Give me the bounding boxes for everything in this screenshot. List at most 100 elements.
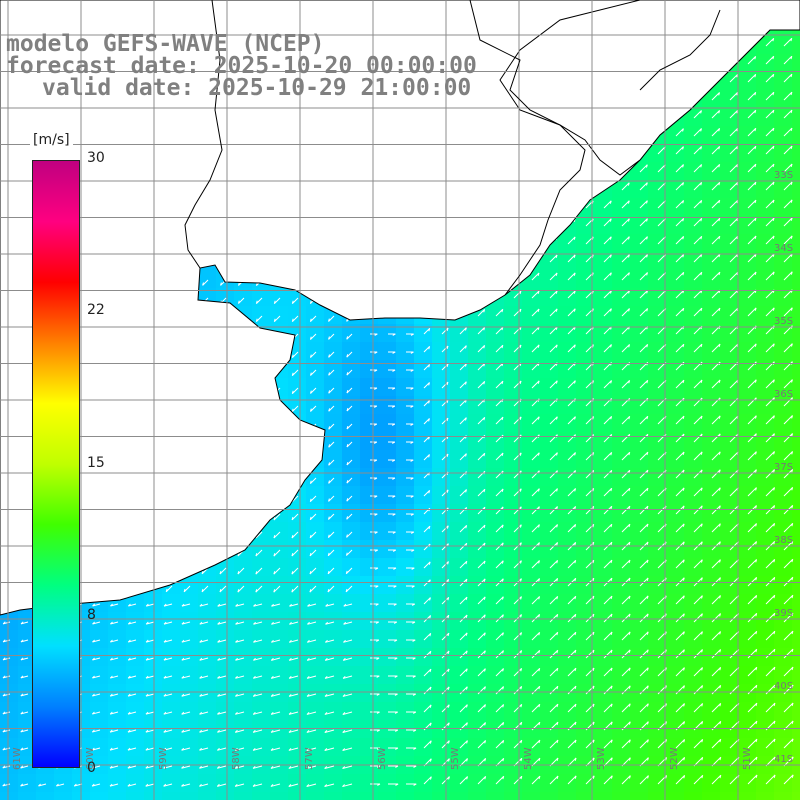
field-cell: [18, 612, 36, 630]
wind-arrow: [783, 163, 793, 173]
field-cell: [774, 180, 792, 198]
wind-arrow-head: [325, 603, 329, 607]
wind-arrow: [202, 279, 209, 286]
field-cell: [738, 180, 756, 198]
field-cell: [378, 792, 396, 800]
wind-arrow: [621, 218, 630, 227]
wind-arrow-head: [682, 469, 685, 473]
wind-arrow: [346, 549, 353, 556]
field-cell: [666, 612, 684, 630]
field-cell: [702, 774, 720, 792]
wind-arrow-head: [501, 560, 504, 564]
wind-arrow: [567, 236, 576, 245]
wind-arrow: [459, 525, 467, 533]
wind-arrow: [657, 164, 666, 173]
field-cell: [594, 234, 612, 252]
wind-arrow-head: [291, 534, 294, 539]
field-cell: [486, 540, 504, 558]
field-cell: [576, 342, 594, 360]
field-cell: [234, 288, 252, 306]
wind-arrow: [729, 127, 739, 137]
field-cell: [612, 234, 630, 252]
field-cell: [180, 612, 198, 630]
field-cell: [198, 774, 216, 792]
wind-arrow-head: [772, 217, 775, 221]
wind-arrow: [441, 525, 449, 533]
wind-arrow-head: [754, 56, 757, 60]
field-cell: [216, 594, 234, 612]
wind-arrow: [603, 416, 612, 425]
wind-arrow-head: [346, 480, 349, 484]
wind-arrow: [711, 343, 721, 353]
field-cell: [792, 450, 800, 468]
field-cell: [558, 612, 576, 630]
wind-arrow-head: [573, 236, 576, 240]
field-cell: [342, 612, 360, 630]
field-cell: [558, 558, 576, 576]
wind-arrow-head: [374, 513, 378, 516]
field-cell: [720, 738, 738, 756]
wind-arrow-head: [346, 516, 349, 520]
field-cell: [648, 486, 666, 504]
field-cell: [702, 576, 720, 594]
wind-arrow: [477, 560, 486, 569]
field-cell: [360, 468, 378, 486]
wind-arrow-head: [628, 236, 630, 240]
field-cell: [504, 450, 522, 468]
field-cell: [738, 432, 756, 450]
wind-arrow: [237, 585, 245, 593]
wind-arrow-head: [392, 549, 397, 552]
field-cell: [540, 324, 558, 342]
wind-arrow-head: [773, 523, 776, 527]
wind-arrow: [165, 585, 173, 593]
field-cell: [432, 594, 450, 612]
wind-arrow: [783, 271, 793, 281]
wind-arrow: [657, 218, 666, 227]
wind-arrow: [273, 513, 281, 521]
field-cell: [108, 666, 126, 684]
wind-arrow: [549, 380, 558, 389]
field-cell: [522, 540, 540, 558]
wind-arrow: [513, 416, 522, 425]
wind-arrow: [477, 488, 486, 497]
field-cell: [288, 738, 306, 756]
field-cell: [576, 270, 594, 288]
field-cell: [450, 378, 468, 396]
field-cell: [450, 630, 468, 648]
wind-arrow: [567, 416, 576, 425]
wind-arrow-head: [291, 318, 294, 322]
field-cell: [306, 684, 324, 702]
wind-arrow-head: [646, 236, 648, 240]
wind-arrow-head: [519, 488, 522, 492]
field-cell: [576, 468, 594, 486]
field-cell: [252, 702, 270, 720]
wind-arrow-head: [307, 603, 311, 607]
field-cell: [540, 378, 558, 396]
field-cell: [306, 648, 324, 666]
field-cell: [486, 792, 504, 800]
field-cell: [198, 594, 216, 612]
field-cell: [684, 558, 702, 576]
wind-arrow: [639, 200, 648, 209]
field-cell: [468, 576, 486, 594]
field-cell: [360, 504, 378, 522]
field-cell: [252, 666, 270, 684]
wind-arrow: [495, 326, 504, 335]
field-cell: [576, 486, 594, 504]
field-cell: [468, 486, 486, 504]
field-cell: [792, 684, 800, 702]
field-cell: [126, 792, 144, 800]
wind-arrow-head: [700, 236, 703, 240]
wind-arrow-head: [591, 308, 594, 312]
wind-arrow: [603, 218, 612, 227]
field-cell: [450, 522, 468, 540]
field-cell: [666, 486, 684, 504]
field-cell: [684, 306, 702, 324]
wind-arrow-head: [309, 552, 312, 557]
wind-arrow-head: [646, 452, 649, 456]
field-cell: [468, 540, 486, 558]
wind-arrow-head: [202, 282, 204, 286]
field-cell: [450, 738, 468, 756]
wind-arrow-head: [718, 487, 721, 491]
wind-arrow: [291, 405, 299, 413]
